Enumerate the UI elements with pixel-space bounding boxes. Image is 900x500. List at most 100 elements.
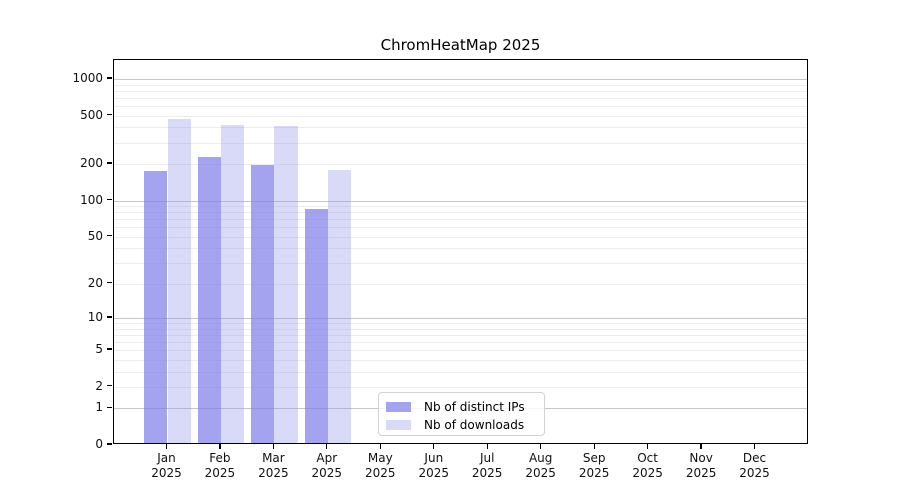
bar-distinct-ips	[197, 157, 221, 443]
bar-distinct-ips	[144, 170, 168, 443]
x-tick-label: Feb 2025	[190, 451, 250, 480]
y-tick-label: 5	[95, 342, 103, 357]
x-tick-mark	[647, 444, 649, 449]
x-tick-label: Oct 2025	[618, 451, 678, 480]
y-tick-label: 0	[95, 437, 103, 451]
x-tick-mark	[753, 444, 756, 449]
y-tick-mark	[107, 385, 112, 387]
bar-downloads	[167, 119, 191, 443]
legend-item-distinct-ips: Nb of distinct IPs	[386, 399, 536, 415]
plot-area	[113, 59, 808, 444]
bar-downloads	[274, 125, 298, 443]
x-tick-label-year: 2025	[365, 465, 396, 480]
gridline-minor	[114, 127, 807, 129]
x-tick-label-year: 2025	[151, 465, 182, 480]
x-tick-mark	[486, 444, 488, 449]
chart-title: ChromHeatMap 2025	[380, 36, 541, 54]
gridline-minor	[114, 341, 807, 343]
bar-distinct-ips	[304, 208, 328, 443]
gridline-minor	[114, 283, 807, 285]
y-tick-mark	[107, 162, 112, 164]
x-tick-label: Aug 2025	[511, 451, 571, 480]
x-tick-label: Nov 2025	[671, 451, 731, 480]
x-tick-label-year: 2025	[632, 465, 663, 480]
x-tick-label: Sep 2025	[564, 451, 624, 480]
gridline-minor	[114, 142, 807, 144]
x-tick-mark	[700, 444, 702, 449]
x-tick-label-year: 2025	[525, 465, 556, 480]
gridline-minor	[114, 90, 807, 92]
x-tick-label-year: 2025	[739, 465, 770, 480]
y-tick-label: 100	[80, 192, 103, 207]
gridline-minor	[114, 323, 807, 324]
legend-label-distinct-ips: Nb of distinct IPs	[424, 400, 525, 414]
y-tick-mark	[107, 235, 112, 237]
x-tick-mark	[540, 444, 542, 449]
gridline-minor	[114, 164, 807, 165]
x-tick-label-year: 2025	[258, 465, 289, 480]
y-tick-mark	[107, 316, 112, 318]
legend-item-downloads: Nb of downloads	[386, 417, 536, 433]
x-tick-mark	[379, 444, 381, 449]
gridline-minor	[114, 84, 807, 86]
x-tick-label: May 2025	[350, 451, 410, 480]
y-tick-label: 200	[80, 156, 103, 170]
y-tick-mark	[107, 198, 112, 201]
gridline-minor	[114, 334, 807, 336]
legend-swatch-downloads	[386, 420, 411, 430]
gridline-minor	[114, 97, 807, 99]
x-tick-mark	[433, 444, 435, 449]
x-tick-label: Jul 2025	[457, 451, 517, 480]
bar-downloads	[220, 124, 245, 443]
legend: Nb of distinct IPs Nb of downloads	[378, 392, 545, 436]
gridline-major	[114, 200, 807, 202]
gridline-major	[114, 317, 807, 319]
gridline-minor	[114, 328, 807, 330]
x-tick-label: Mar 2025	[243, 451, 303, 480]
x-tick-label-year: 2025	[418, 465, 450, 480]
y-tick-label: 1000	[72, 70, 103, 85]
x-tick-label-year: 2025	[685, 465, 717, 480]
x-tick-label: Jan 2025	[137, 451, 197, 480]
x-tick-label: Jun 2025	[404, 451, 464, 480]
legend-label-downloads: Nb of downloads	[424, 418, 525, 432]
x-tick-label-year: 2025	[311, 465, 343, 480]
gridline-minor	[114, 248, 807, 250]
x-tick-mark	[272, 444, 274, 449]
x-tick-mark	[326, 444, 328, 449]
gridline-minor	[114, 227, 807, 229]
y-tick-label: 1	[95, 400, 103, 415]
gridline-minor	[114, 206, 807, 207]
y-tick-mark	[107, 77, 112, 79]
bar-distinct-ips	[251, 165, 275, 443]
y-tick-mark	[107, 406, 112, 408]
gridline-minor	[114, 219, 807, 221]
gridline-minor	[114, 115, 807, 117]
y-tick-mark	[107, 348, 112, 350]
legend-swatch-distinct-ips	[386, 402, 411, 412]
y-tick-label: 500	[80, 107, 103, 122]
y-tick-label: 2	[95, 378, 103, 393]
gridline-minor	[114, 236, 807, 238]
gridline-major	[114, 78, 807, 80]
gridline-minor	[114, 106, 807, 107]
gridline-minor	[114, 371, 807, 373]
x-tick-label-year: 2025	[204, 465, 236, 480]
gridline-minor	[114, 263, 807, 264]
x-tick-label: Apr 2025	[297, 451, 357, 480]
gridline-minor	[114, 212, 807, 214]
y-tick-mark	[107, 443, 112, 445]
gridline-minor	[114, 350, 807, 352]
bar-downloads	[327, 169, 352, 443]
x-tick-label: Dec 2025	[725, 451, 785, 480]
x-tick-mark	[219, 444, 221, 449]
y-tick-label: 50	[87, 228, 103, 243]
gridline-minor	[114, 386, 807, 388]
gridline-minor	[114, 359, 807, 361]
x-tick-label-year: 2025	[471, 465, 503, 480]
y-tick-label: 20	[87, 275, 103, 290]
x-tick-mark	[165, 444, 168, 449]
y-tick-mark	[107, 282, 112, 284]
x-tick-label-year: 2025	[578, 465, 610, 480]
